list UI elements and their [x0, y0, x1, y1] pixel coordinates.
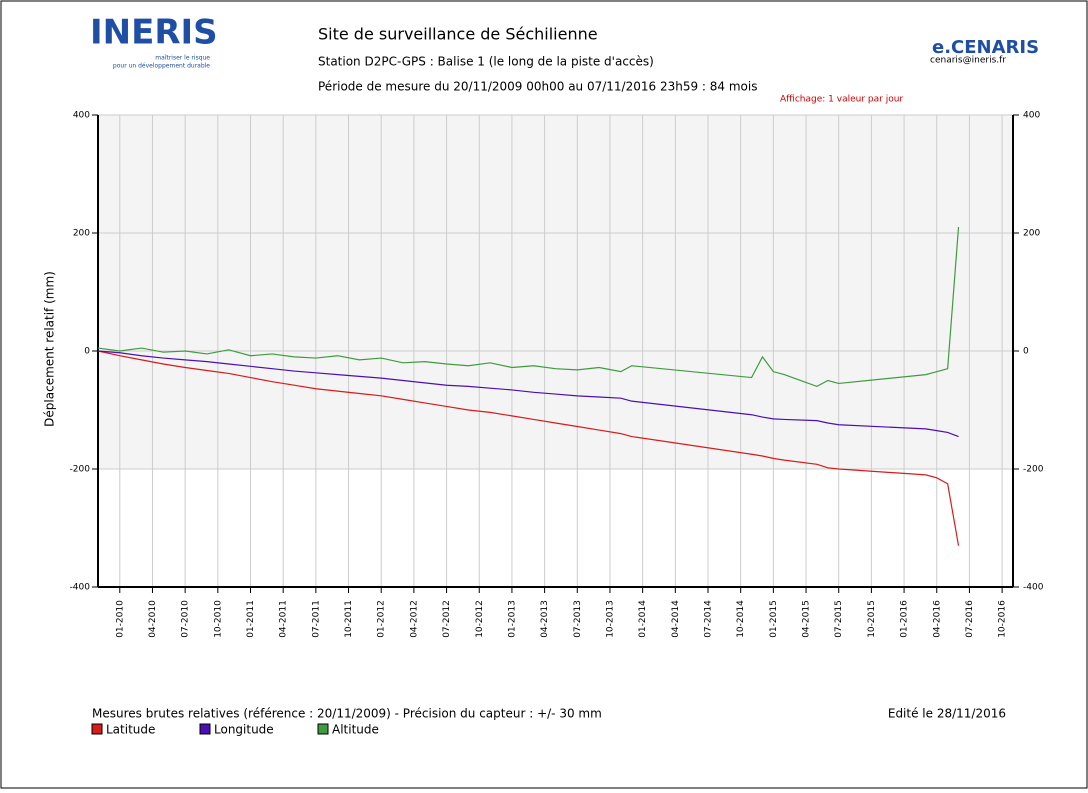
y-tick-label: 200: [73, 229, 90, 239]
y-tick-label: 0: [84, 347, 90, 357]
x-tick-label: 07-2014: [704, 600, 714, 638]
series-line: [97, 350, 960, 546]
x-tick-label: 07-2010: [181, 600, 191, 638]
x-tick-label: 01-2015: [769, 600, 779, 638]
x-tick-label: 07-2011: [311, 600, 321, 638]
y2-tick-label: 400: [1023, 111, 1040, 121]
legend-swatch: [317, 723, 329, 735]
brand-email: cenaris@ineris.fr: [930, 56, 1006, 66]
x-tick-label: 04-2011: [279, 600, 289, 638]
plot-band: [98, 115, 1013, 469]
series-line: [97, 227, 960, 388]
x-tick-label: 07-2016: [965, 600, 975, 638]
x-tick-label: 07-2013: [573, 600, 583, 638]
x-tick-label: 01-2014: [638, 600, 648, 638]
x-tick-label: 10-2012: [475, 600, 485, 638]
x-tick-label: 10-2011: [344, 600, 354, 638]
x-tick-label: 10-2016: [998, 600, 1008, 638]
chart-title: Site de surveillance de Séchilienne: [318, 25, 598, 44]
x-tick-label: 04-2014: [671, 600, 681, 638]
annotation: Affichage: 1 valeur par jour: [780, 95, 903, 105]
x-tick-label: 04-2016: [932, 600, 942, 638]
period: Période de mesure du 20/11/2009 00h00 au…: [318, 80, 757, 94]
logo-tagline: pour un développement durable: [113, 63, 210, 70]
y2-tick-label: 0: [1023, 347, 1029, 357]
brand: e.CENARIS: [932, 37, 1039, 58]
x-tick-label: 01-2011: [246, 600, 256, 638]
edited: Edité le 28/11/2016: [888, 707, 1006, 721]
footer: Mesures brutes relatives (référence : 20…: [92, 707, 602, 721]
x-tick-label: 07-2012: [442, 600, 452, 638]
x-tick-label: 04-2010: [148, 600, 158, 638]
x-tick-label: 01-2013: [507, 600, 517, 638]
y2-tick-label: 200: [1023, 229, 1040, 239]
series-line: [97, 350, 959, 438]
legend-label: Latitude: [106, 723, 155, 737]
y-tick-label: -200: [70, 465, 91, 475]
x-tick-label: 10-2014: [736, 600, 746, 638]
legend-swatch: [199, 723, 211, 735]
x-tick-label: 04-2015: [802, 600, 812, 638]
y-tick-label: 400: [73, 111, 90, 121]
x-tick-label: 10-2015: [867, 600, 877, 638]
logo-tagline: maîtriser le risque: [155, 55, 210, 62]
y-tick-label: -400: [70, 583, 91, 593]
x-tick-label: 01-2016: [900, 600, 910, 638]
x-tick-label: 04-2013: [540, 600, 550, 638]
x-tick-label: 01-2010: [115, 600, 125, 638]
legend-label: Longitude: [214, 723, 274, 737]
x-tick-label: 01-2012: [377, 600, 387, 638]
y2-tick-label: -200: [1023, 465, 1044, 475]
x-tick-label: 07-2015: [834, 600, 844, 638]
y2-tick-label: -400: [1023, 583, 1044, 593]
subtitle: Station D2PC-GPS : Balise 1 (le long de …: [318, 55, 654, 69]
legend-swatch: [91, 723, 103, 735]
x-tick-label: 10-2010: [213, 600, 223, 638]
x-tick-label: 04-2012: [409, 600, 419, 638]
x-tick-label: 10-2013: [605, 600, 615, 638]
logo: INERIS: [90, 13, 218, 53]
y-axis-label: Déplacement relatif (mm): [43, 271, 57, 427]
legend-label: Altitude: [332, 723, 379, 737]
